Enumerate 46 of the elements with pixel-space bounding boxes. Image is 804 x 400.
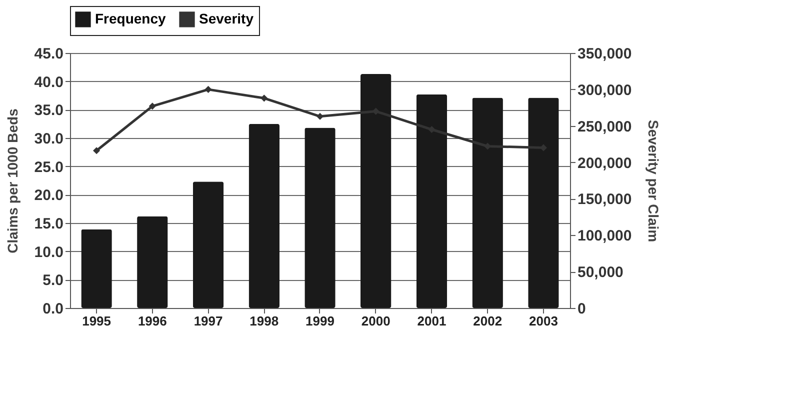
x-tick-label: 2003 <box>529 314 558 328</box>
y-tick-label: 0.0 <box>42 300 64 318</box>
legend-label: Severity <box>199 10 254 26</box>
point <box>148 102 156 110</box>
point <box>204 86 212 93</box>
y2-tick-label: 350,000 <box>578 46 632 62</box>
point <box>260 94 268 102</box>
y-tick-label: 10.0 <box>34 244 64 261</box>
bar <box>360 74 392 308</box>
y2-tick-label: 300,000 <box>578 82 632 99</box>
bar <box>81 229 112 308</box>
y2-axis-title: Severity per Claim <box>646 120 662 242</box>
bar <box>137 216 168 308</box>
legend-label: Frequency <box>95 10 166 26</box>
y2-tick-label: 100,000 <box>578 228 632 245</box>
y-tick-label: 30.0 <box>34 130 64 148</box>
bar <box>528 98 559 308</box>
y-axis-title: Claims per 1000 Beds <box>4 108 20 254</box>
y2-tick-label: 50,000 <box>578 264 624 282</box>
bar <box>304 128 336 308</box>
x-tick-label: 1997 <box>194 314 223 328</box>
x-tick-label: 2000 <box>361 314 390 328</box>
y-tick-label: 5.0 <box>42 272 64 290</box>
y2-tick-label: 150,000 <box>578 191 632 208</box>
point <box>428 126 436 134</box>
y2-tick-label: 200,000 <box>578 154 632 172</box>
x-tick-label: 2001 <box>417 314 446 328</box>
bar <box>416 94 448 308</box>
y-tick-label: 35.0 <box>34 102 64 120</box>
y-tick-label: 15.0 <box>34 216 64 232</box>
x-tick-label: 1996 <box>138 314 167 328</box>
bar <box>248 124 280 308</box>
y-tick-label: 40.0 <box>34 74 64 91</box>
y-tick-label: 25.0 <box>34 158 64 176</box>
y2-tick-label: 250,000 <box>578 118 632 136</box>
x-tick-label: 1995 <box>82 314 111 328</box>
y-tick-label: 20.0 <box>34 187 64 204</box>
bar <box>192 182 224 308</box>
bar <box>472 98 503 308</box>
x-tick-label: 2002 <box>473 314 502 328</box>
point <box>316 112 324 120</box>
x-tick-label: 1998 <box>250 314 279 328</box>
y2-tick-label: 0 <box>578 300 586 318</box>
point <box>93 147 100 154</box>
y-tick-label: 45.0 <box>34 46 64 62</box>
x-tick-label: 1999 <box>306 314 334 328</box>
